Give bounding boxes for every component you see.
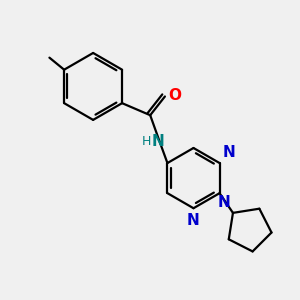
Text: O: O: [168, 88, 181, 103]
Text: N: N: [187, 213, 200, 228]
Text: N: N: [218, 195, 230, 210]
Text: N: N: [152, 134, 165, 149]
Text: N: N: [222, 146, 235, 160]
Text: H: H: [142, 135, 151, 148]
